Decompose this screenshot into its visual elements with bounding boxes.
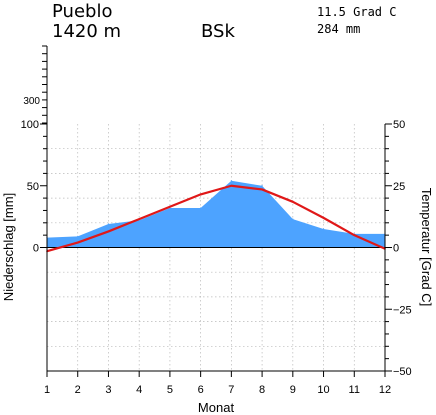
x-axis-tick-label: 2: [75, 384, 81, 396]
grid-lines: [46, 124, 386, 371]
x-axis-label: Monat: [198, 400, 235, 415]
y-axis-label-left: Niederschlag [mm]: [1, 193, 16, 301]
temperature-point: [353, 234, 356, 236]
x-axis-tick-label: 7: [228, 384, 234, 396]
x-axis-tick-label: 9: [290, 384, 296, 396]
left-axis-tick-label: 0: [33, 243, 39, 255]
right-axis-tick-label: −50: [393, 366, 412, 378]
right-axis-tick-label: 0: [393, 243, 399, 255]
precip-point: [261, 185, 263, 187]
temp-line-layer: [46, 184, 386, 253]
precip-point: [292, 218, 294, 220]
right-axis-tick-label: −25: [393, 304, 412, 316]
precip-point: [107, 223, 110, 225]
x-axis-tick-label: 10: [317, 384, 329, 396]
x-axis-tick-label: 1: [44, 384, 50, 396]
temperature-point: [261, 188, 263, 191]
temperature-point: [169, 205, 171, 208]
precip-point: [230, 180, 232, 182]
x-axis-tick-label: 4: [136, 384, 142, 396]
temperature-point: [199, 193, 202, 196]
x-axis-tick-label: 12: [379, 384, 391, 396]
left-axis-tick-label: 50: [27, 181, 39, 193]
temperature-line: [46, 184, 386, 253]
right-axis-tick-label: 50: [393, 119, 405, 131]
temperature-point: [292, 201, 294, 203]
x-axis-tick-label: 11: [349, 384, 360, 396]
x-axis-tick-label: 8: [259, 384, 265, 396]
x-axis-tick-label: 5: [167, 384, 173, 396]
temperature-point: [230, 184, 233, 187]
precip-area: [47, 180, 385, 248]
upper-precip-axis: 300: [23, 45, 48, 124]
station-elevation: 1420 m: [52, 21, 122, 42]
station-name: Pueblo: [52, 1, 113, 22]
x-axis-tick-label: 3: [105, 384, 111, 396]
y-axis-label-right: Temperatur [Grad C]: [419, 188, 434, 307]
upper-axis-tick-label: 300: [23, 96, 40, 107]
climate-class: BSk: [201, 21, 235, 42]
precip-point: [77, 235, 79, 237]
x-axis-tick-label: 6: [198, 384, 204, 396]
right-axis-tick-label: 25: [393, 181, 405, 193]
precip-point: [322, 228, 325, 230]
temperature-point: [107, 230, 110, 233]
temperature-point: [138, 218, 140, 220]
axis-ticks: [40, 123, 392, 377]
temperature-point: [76, 241, 79, 244]
mean-temperature: 11.5 Grad C: [317, 5, 397, 19]
annual-precipitation: 284 mm: [317, 22, 361, 36]
left-axis-tick-label: 100: [21, 119, 39, 131]
temperature-point: [322, 217, 325, 219]
precip-point: [200, 207, 202, 209]
